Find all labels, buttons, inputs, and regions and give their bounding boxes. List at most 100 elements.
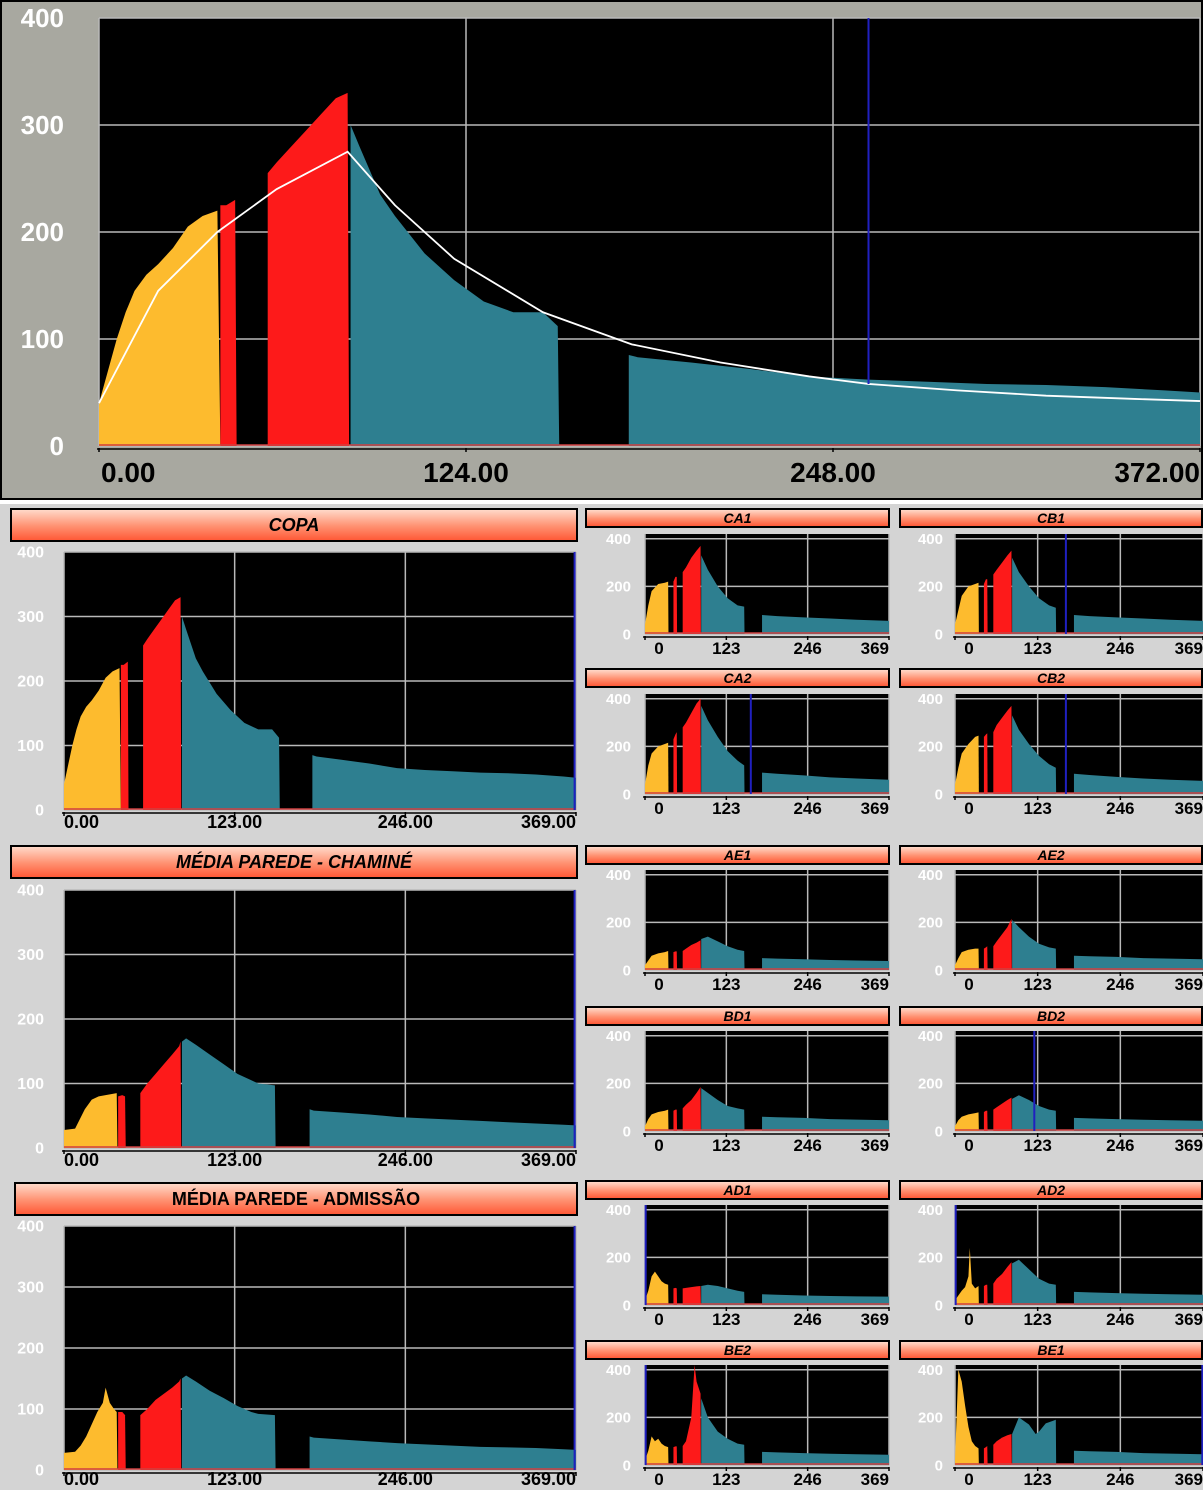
series-area-red: [673, 576, 678, 634]
x-tick-label: 246: [1106, 639, 1134, 658]
chart-title-ae2: AE2: [899, 845, 1203, 865]
x-tick-label: 369: [861, 1310, 889, 1329]
x-tick-label: 0: [654, 799, 663, 818]
series-area-teal: [309, 1109, 576, 1148]
chart-title-bd2: BD2: [899, 1006, 1203, 1026]
series-area-red: [673, 1287, 678, 1305]
series-area-yellow: [955, 948, 979, 970]
series-area-teal: [762, 1451, 889, 1465]
x-tick-label: 0.00: [64, 1469, 99, 1489]
series-area-red: [682, 545, 701, 634]
series-area-teal: [181, 1038, 276, 1148]
chart-be2: 0 200 400 0 123 246 369: [606, 1362, 890, 1489]
series-area-red: [983, 579, 988, 634]
y-tick-label: 400: [918, 1202, 943, 1219]
x-tick-label: 123.00: [207, 812, 262, 830]
chart-cb2: 0 200 400 0 123 246 369: [918, 691, 1203, 818]
y-tick-label: 0: [623, 786, 631, 803]
x-tick-label: 123: [1023, 1136, 1051, 1155]
x-tick-label: 0: [654, 1470, 663, 1489]
series-area-red: [220, 199, 237, 446]
x-tick-label: 0.00: [64, 1150, 99, 1168]
chart-title-ca2: CA2: [585, 668, 890, 688]
y-tick-label: 200: [918, 915, 943, 932]
y-tick-label: 0: [623, 962, 631, 979]
y-tick-label: 100: [21, 324, 64, 354]
plot-area: [645, 1205, 889, 1305]
x-tick-label: 248.00: [790, 457, 876, 488]
y-tick-label: 400: [918, 1362, 943, 1379]
x-tick-label: 0: [654, 1136, 663, 1155]
x-tick-label: 123.00: [207, 1469, 262, 1489]
y-tick-label: 200: [606, 1250, 631, 1267]
x-tick-label: 246.00: [378, 812, 433, 830]
series-area-red: [140, 1041, 182, 1148]
x-tick-label: 123: [712, 799, 740, 818]
y-tick-label: 200: [918, 1076, 943, 1093]
x-tick-label: 123: [712, 1470, 740, 1489]
y-tick-label: 400: [17, 1219, 44, 1236]
main-chart-panel: 0 100 200 300 400 0.00 124.00 248.00 372.00: [0, 0, 1203, 500]
x-tick-label: 246.00: [378, 1469, 433, 1489]
x-tick-label: 0: [964, 1136, 973, 1155]
chart-title-be1: BE1: [899, 1340, 1203, 1360]
series-area-red: [120, 661, 129, 810]
chart-title-ae1: AE1: [585, 845, 890, 865]
chart-ca1: 0 200 400 0 123 246 369: [606, 531, 890, 658]
x-tick-label: 369.00: [521, 1469, 576, 1489]
chart-cb1: 0 200 400 0 123 246 369: [918, 531, 1203, 658]
y-tick-label: 200: [17, 1012, 44, 1029]
y-tick-label: 0: [35, 1141, 44, 1158]
x-tick-label: 246: [793, 639, 821, 658]
fit-curve: [98, 150, 1201, 404]
plot-area: [645, 1031, 889, 1131]
plot-area: [955, 1365, 1203, 1465]
series-area-teal: [309, 1436, 576, 1470]
x-tick-label: 369.00: [521, 1150, 576, 1168]
x-tick-label: 246: [793, 975, 821, 994]
y-tick-label: 200: [918, 1410, 943, 1427]
series-area-red: [682, 940, 701, 970]
series-area-teal: [181, 616, 280, 810]
x-tick-label: 369: [861, 639, 889, 658]
series-area-teal: [701, 1398, 745, 1465]
chart-title-copa: COPA: [10, 508, 578, 542]
series-area-yellow: [645, 1109, 669, 1131]
series-area-red: [993, 705, 1012, 794]
x-tick-label: 369: [1175, 1310, 1203, 1329]
series-area-teal: [1012, 1259, 1057, 1305]
series-area-teal: [350, 125, 560, 446]
y-tick-label: 300: [21, 110, 64, 140]
x-tick-label: 123: [1023, 1310, 1051, 1329]
chart-title-be2: BE2: [585, 1340, 890, 1360]
chart-title-cb2: CB2: [899, 668, 1203, 688]
series-area-yellow: [955, 582, 979, 634]
y-tick-label: 0: [935, 1297, 943, 1314]
series-area-red: [983, 1445, 988, 1465]
x-tick-label: 369.00: [521, 812, 576, 830]
x-tick-label: 123: [1023, 639, 1051, 658]
chart-title-bd1: BD1: [585, 1006, 890, 1026]
series-area-teal: [762, 958, 889, 970]
plot-area: [645, 870, 889, 970]
chart-title-media-chamine: MÉDIA PAREDE - CHAMINÉ: [10, 845, 578, 879]
x-tick-label: 123: [712, 1136, 740, 1155]
y-tick-label: 200: [21, 217, 64, 247]
series-area-red: [673, 1446, 678, 1465]
series-area-red: [993, 1097, 1012, 1131]
x-tick-label: 123: [1023, 975, 1051, 994]
y-tick-label: 400: [606, 531, 631, 548]
x-tick-label: 369: [861, 799, 889, 818]
series-area-red: [983, 946, 988, 970]
series-area-red: [673, 951, 678, 970]
x-tick-label: 246: [1106, 799, 1134, 818]
series-area-yellow: [955, 735, 979, 794]
y-tick-label: 300: [17, 609, 44, 626]
x-tick-label: 369: [861, 975, 889, 994]
y-tick-label: 200: [17, 674, 44, 691]
series-area-red: [682, 1365, 701, 1465]
y-tick-label: 200: [606, 915, 631, 932]
series-area-teal: [1012, 1417, 1057, 1465]
y-tick-label: 0: [935, 1457, 943, 1474]
y-tick-label: 400: [17, 545, 44, 562]
